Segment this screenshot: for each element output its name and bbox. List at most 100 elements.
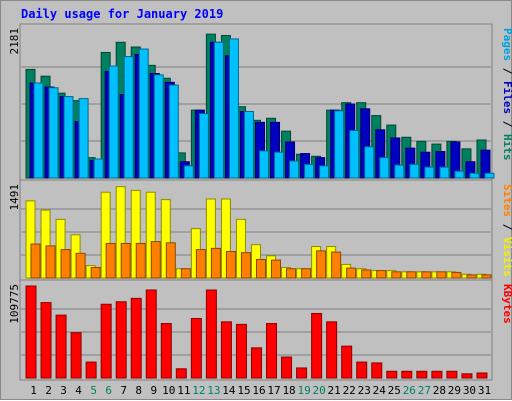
x-tick-label-day-26: 26 <box>403 384 416 397</box>
bar-pages-day-4 <box>78 98 89 179</box>
bar-pages-day-11 <box>183 165 194 179</box>
bar-sites-day-20 <box>316 250 327 279</box>
x-tick-label-day-28: 28 <box>433 384 446 397</box>
x-tick-label-day-19: 19 <box>297 384 310 397</box>
bar-kbytes-day-25 <box>386 370 398 379</box>
x-tick-label-day-4: 4 <box>75 384 82 397</box>
x-tick-label-day-2: 2 <box>45 384 52 397</box>
x-tick-label-day-31: 31 <box>478 384 491 397</box>
bar-kbytes-day-6 <box>100 303 112 379</box>
bar-pages-day-16 <box>258 150 269 179</box>
bar-kbytes-day-30 <box>461 373 473 379</box>
bar-sites-day-19 <box>301 268 312 279</box>
bar-kbytes-day-18 <box>281 356 293 379</box>
legend-entry: Files <box>501 81 512 114</box>
legend-entry: Hits <box>501 134 512 161</box>
bar-pages-day-17 <box>274 151 285 179</box>
bar-sites-day-7 <box>120 242 131 279</box>
x-tick-label-day-7: 7 <box>120 384 127 397</box>
bar-pages-day-13 <box>213 41 224 179</box>
bar-sites-day-21 <box>331 251 342 279</box>
legend-entry: Visits <box>501 237 512 277</box>
legend-entry: Sites <box>501 184 512 217</box>
bar-sites-day-24 <box>376 270 387 279</box>
bar-sites-day-12 <box>195 249 206 279</box>
x-tick-label-day-18: 18 <box>282 384 295 397</box>
bar-kbytes-day-31 <box>476 372 488 379</box>
bar-sites-day-18 <box>286 268 297 279</box>
bar-kbytes-day-26 <box>401 370 413 379</box>
bar-pages-day-15 <box>243 110 254 179</box>
x-tick-label-day-6: 6 <box>105 384 112 397</box>
bar-kbytes-day-7 <box>115 301 127 379</box>
x-tick-label-day-21: 21 <box>328 384 341 397</box>
legend-entry: / <box>501 217 512 237</box>
bar-pages-day-14 <box>228 38 239 179</box>
x-tick-label-day-20: 20 <box>313 384 326 397</box>
bar-sites-day-2 <box>45 245 56 279</box>
panel-1-legend: Pages / Files / Hits <box>501 28 512 161</box>
bar-kbytes-day-16 <box>250 347 262 379</box>
x-tick-label-day-27: 27 <box>418 384 431 397</box>
bar-kbytes-day-2 <box>40 302 52 379</box>
bar-pages-day-9 <box>153 74 164 179</box>
legend-entry: / <box>501 114 512 134</box>
x-tick-label-day-1: 1 <box>30 384 37 397</box>
bar-kbytes-day-28 <box>431 370 443 379</box>
bar-kbytes-day-11 <box>175 368 187 379</box>
x-tick-label-day-30: 30 <box>463 384 476 397</box>
bar-kbytes-day-8 <box>130 297 142 379</box>
x-tick-label-day-25: 25 <box>388 384 401 397</box>
bar-kbytes-day-29 <box>446 370 458 379</box>
chart-title: Daily usage for January 2019 <box>21 7 224 21</box>
bar-kbytes-day-22 <box>341 345 353 379</box>
bar-sites-day-23 <box>361 269 372 279</box>
bar-kbytes-day-10 <box>160 323 172 379</box>
bar-sites-day-14 <box>225 250 236 279</box>
bar-sites-day-30 <box>466 274 477 279</box>
bar-pages-day-27 <box>424 166 435 179</box>
panel-1-ymax-label: 2181 <box>8 28 21 55</box>
x-tick-label-day-29: 29 <box>448 384 461 397</box>
bar-pages-day-5 <box>93 158 104 179</box>
bar-pages-day-8 <box>138 48 149 179</box>
bar-kbytes-day-15 <box>235 323 247 379</box>
bar-sites-day-4 <box>75 252 86 279</box>
bar-pages-day-3 <box>63 96 74 179</box>
bar-pages-day-12 <box>198 113 209 179</box>
bar-pages-day-22 <box>349 129 360 179</box>
bar-pages-day-30 <box>469 172 480 179</box>
bar-sites-day-17 <box>271 259 282 279</box>
bar-pages-day-6 <box>108 65 119 179</box>
panel-3-ymax-label: 109775 <box>8 284 21 324</box>
x-tick-label-day-22: 22 <box>343 384 356 397</box>
bar-sites-day-26 <box>406 271 417 279</box>
bar-kbytes-day-27 <box>416 370 428 379</box>
bar-kbytes-day-4 <box>70 332 82 379</box>
bar-sites-day-1 <box>30 243 41 279</box>
bar-pages-day-21 <box>334 110 345 179</box>
bar-sites-day-13 <box>210 247 221 279</box>
bar-kbytes-day-13 <box>205 289 217 379</box>
bar-sites-day-3 <box>60 249 71 279</box>
bar-pages-day-2 <box>48 87 59 179</box>
bar-sites-day-27 <box>421 271 432 279</box>
x-tick-label-day-15: 15 <box>237 384 250 397</box>
bar-kbytes-day-14 <box>220 321 232 379</box>
bar-sites-day-5 <box>90 267 101 279</box>
bar-kbytes-day-9 <box>145 289 157 379</box>
bar-kbytes-day-3 <box>55 314 67 379</box>
legend-entry: KBytes <box>501 284 512 324</box>
bar-kbytes-day-20 <box>311 312 323 379</box>
bar-sites-day-15 <box>240 252 251 279</box>
x-tick-label-day-10: 10 <box>162 384 175 397</box>
x-tick-label-day-24: 24 <box>373 384 387 397</box>
x-tick-label-day-16: 16 <box>252 384 265 397</box>
x-tick-label-day-17: 17 <box>267 384 280 397</box>
x-tick-label-day-23: 23 <box>358 384 371 397</box>
x-tick-label-day-8: 8 <box>135 384 142 397</box>
bar-sites-day-31 <box>481 274 492 279</box>
panel-2-ymax-label: 1491 <box>8 184 21 211</box>
